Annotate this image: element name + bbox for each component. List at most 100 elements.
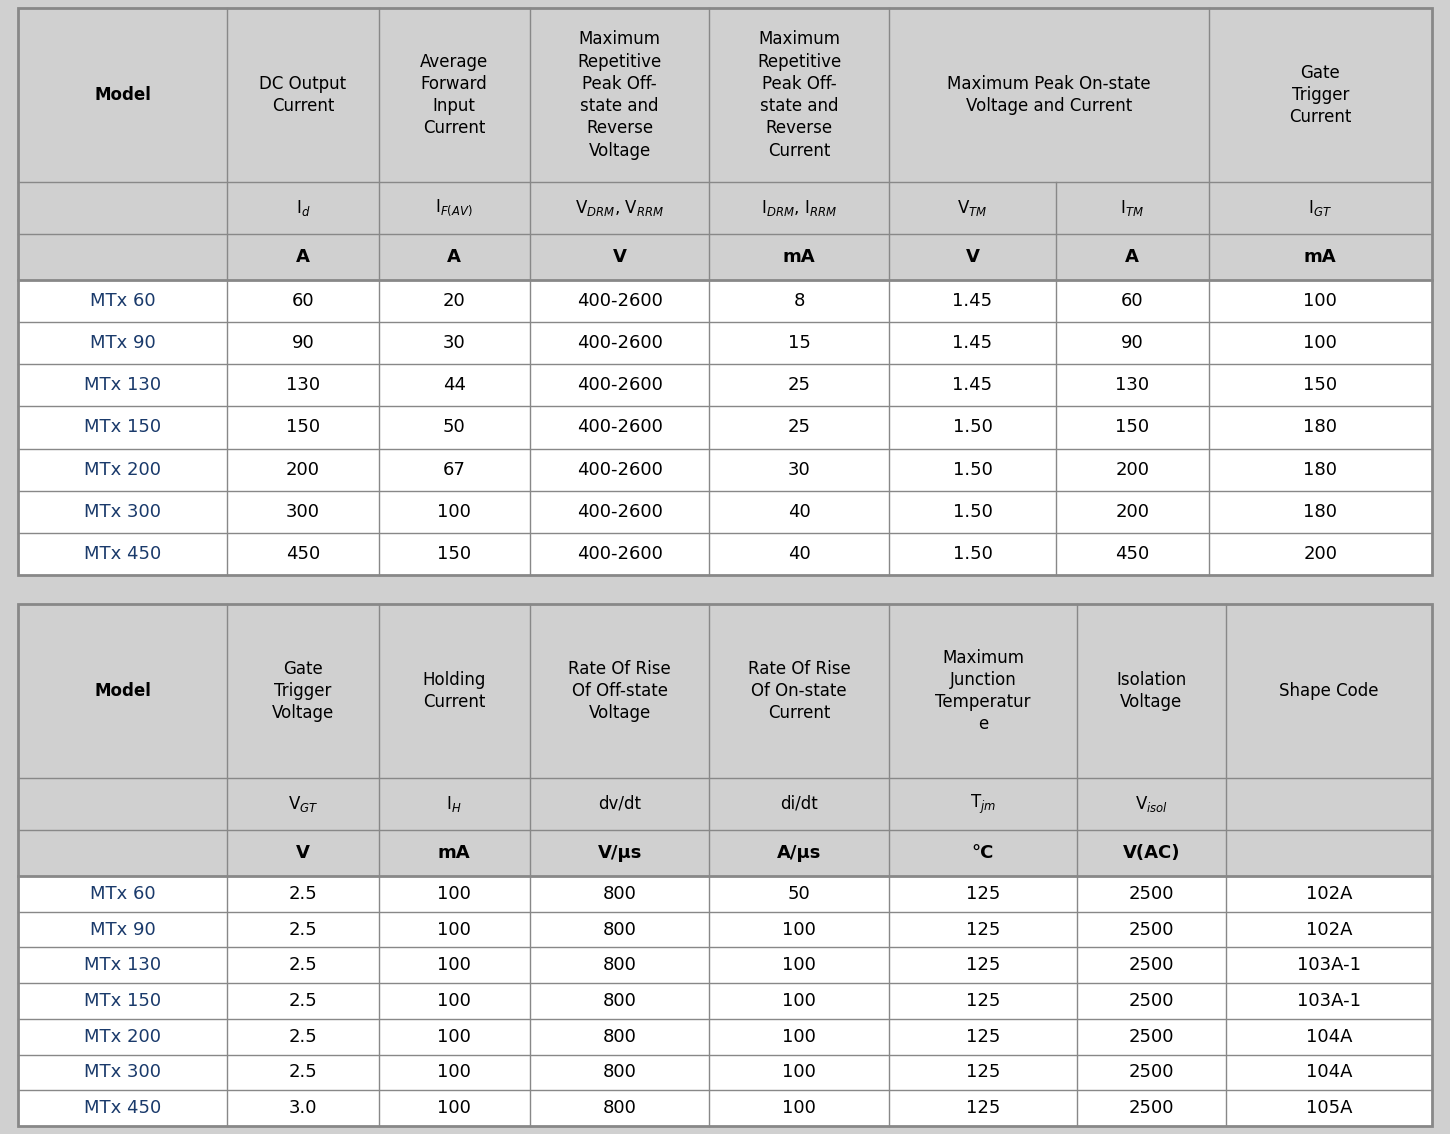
Text: 3.0: 3.0 xyxy=(289,1099,318,1117)
Text: 20: 20 xyxy=(442,293,465,310)
Text: 800: 800 xyxy=(603,885,637,903)
Text: mA: mA xyxy=(438,844,471,862)
Text: MTx 60: MTx 60 xyxy=(90,293,155,310)
Text: 2.5: 2.5 xyxy=(289,956,318,974)
Text: V/μs: V/μs xyxy=(597,844,642,862)
Text: V: V xyxy=(966,248,979,266)
Text: Maximum
Repetitive
Peak Off-
state and
Reverse
Voltage: Maximum Repetitive Peak Off- state and R… xyxy=(577,31,661,160)
Text: 100: 100 xyxy=(783,956,816,974)
Text: 1.50: 1.50 xyxy=(953,545,992,562)
Text: I$_{TM}$: I$_{TM}$ xyxy=(1121,198,1144,218)
Bar xyxy=(17,1018,1433,1055)
Text: 150: 150 xyxy=(1304,376,1337,395)
Text: 180: 180 xyxy=(1304,502,1337,521)
Text: 15: 15 xyxy=(787,335,811,353)
Text: MTx 300: MTx 300 xyxy=(84,502,161,521)
Text: 2500: 2500 xyxy=(1128,885,1175,903)
Text: Holding
Current: Holding Current xyxy=(422,671,486,711)
Text: 100: 100 xyxy=(438,992,471,1010)
Text: 30: 30 xyxy=(787,460,811,479)
Text: A: A xyxy=(296,248,310,266)
Text: 1.50: 1.50 xyxy=(953,460,992,479)
Text: I$_H$: I$_H$ xyxy=(447,794,463,814)
Text: 2500: 2500 xyxy=(1128,956,1175,974)
Text: 400-2600: 400-2600 xyxy=(577,376,663,395)
Text: MTx 200: MTx 200 xyxy=(84,460,161,479)
Text: Maximum
Repetitive
Peak Off-
state and
Reverse
Current: Maximum Repetitive Peak Off- state and R… xyxy=(757,31,841,160)
Text: MTx 450: MTx 450 xyxy=(84,545,161,562)
Text: 100: 100 xyxy=(783,1064,816,1082)
Text: Shape Code: Shape Code xyxy=(1279,682,1379,700)
Text: 103A-1: 103A-1 xyxy=(1296,992,1360,1010)
Text: I$_{GT}$: I$_{GT}$ xyxy=(1308,198,1333,218)
Text: 2500: 2500 xyxy=(1128,1027,1175,1046)
Text: 2500: 2500 xyxy=(1128,1064,1175,1082)
Text: 100: 100 xyxy=(1304,335,1337,353)
Text: 90: 90 xyxy=(1121,335,1144,353)
Text: 400-2600: 400-2600 xyxy=(577,545,663,562)
Text: 1.45: 1.45 xyxy=(953,293,992,310)
Text: V$_{isol}$: V$_{isol}$ xyxy=(1135,794,1167,814)
Text: 150: 150 xyxy=(1115,418,1150,437)
Text: Average
Forward
Input
Current: Average Forward Input Current xyxy=(420,52,489,137)
Text: Rate Of Rise
Of On-state
Current: Rate Of Rise Of On-state Current xyxy=(748,660,851,722)
Text: 450: 450 xyxy=(1115,545,1150,562)
Text: MTx 200: MTx 200 xyxy=(84,1027,161,1046)
Text: 2.5: 2.5 xyxy=(289,885,318,903)
Text: 2500: 2500 xyxy=(1128,992,1175,1010)
Text: V(AC): V(AC) xyxy=(1122,844,1180,862)
Bar xyxy=(17,280,1433,322)
Text: 100: 100 xyxy=(438,885,471,903)
Text: Model: Model xyxy=(94,86,151,104)
Text: I$_d$: I$_d$ xyxy=(296,198,310,218)
Text: 60: 60 xyxy=(291,293,315,310)
Bar xyxy=(17,533,1433,575)
Text: MTx 90: MTx 90 xyxy=(90,921,155,939)
Text: 40: 40 xyxy=(787,545,811,562)
Text: 130: 130 xyxy=(1115,376,1150,395)
Bar xyxy=(17,604,1433,1126)
Text: 130: 130 xyxy=(286,376,320,395)
Bar xyxy=(17,8,1433,280)
Text: 400-2600: 400-2600 xyxy=(577,502,663,521)
Text: 8: 8 xyxy=(793,293,805,310)
Text: 102A: 102A xyxy=(1305,921,1351,939)
Bar xyxy=(17,1055,1433,1090)
Text: di/dt: di/dt xyxy=(780,795,818,813)
Bar xyxy=(17,1090,1433,1126)
Text: 2.5: 2.5 xyxy=(289,1064,318,1082)
Text: 125: 125 xyxy=(966,1099,1000,1117)
Text: 100: 100 xyxy=(438,502,471,521)
Text: 125: 125 xyxy=(966,956,1000,974)
Text: A/μs: A/μs xyxy=(777,844,821,862)
Text: V: V xyxy=(296,844,310,862)
Text: 400-2600: 400-2600 xyxy=(577,293,663,310)
Text: 1.50: 1.50 xyxy=(953,502,992,521)
Text: °C: °C xyxy=(972,844,995,862)
Text: 60: 60 xyxy=(1121,293,1144,310)
Text: 300: 300 xyxy=(286,502,320,521)
Text: V$_{GT}$: V$_{GT}$ xyxy=(287,794,318,814)
Text: 104A: 104A xyxy=(1305,1064,1351,1082)
Bar xyxy=(17,406,1433,449)
Text: DC Output
Current: DC Output Current xyxy=(260,75,347,115)
Text: 100: 100 xyxy=(783,992,816,1010)
Text: Maximum
Junction
Temperatur
e: Maximum Junction Temperatur e xyxy=(935,649,1031,734)
Text: I$_{F(AV)}$: I$_{F(AV)}$ xyxy=(435,197,473,219)
Text: 2.5: 2.5 xyxy=(289,921,318,939)
Text: MTx 90: MTx 90 xyxy=(90,335,155,353)
Text: 400-2600: 400-2600 xyxy=(577,335,663,353)
Text: V: V xyxy=(613,248,626,266)
Text: Rate Of Rise
Of Off-state
Voltage: Rate Of Rise Of Off-state Voltage xyxy=(568,660,671,722)
Text: 102A: 102A xyxy=(1305,885,1351,903)
Bar xyxy=(17,322,1433,364)
Text: 150: 150 xyxy=(286,418,320,437)
Text: 800: 800 xyxy=(603,921,637,939)
Text: MTx 450: MTx 450 xyxy=(84,1099,161,1117)
Text: 100: 100 xyxy=(438,1099,471,1117)
Text: 100: 100 xyxy=(783,1027,816,1046)
Text: 200: 200 xyxy=(286,460,320,479)
Text: I$_{DRM}$, I$_{RRM}$: I$_{DRM}$, I$_{RRM}$ xyxy=(761,198,837,218)
Text: 200: 200 xyxy=(1304,545,1337,562)
Text: T$_{jm}$: T$_{jm}$ xyxy=(970,793,996,815)
